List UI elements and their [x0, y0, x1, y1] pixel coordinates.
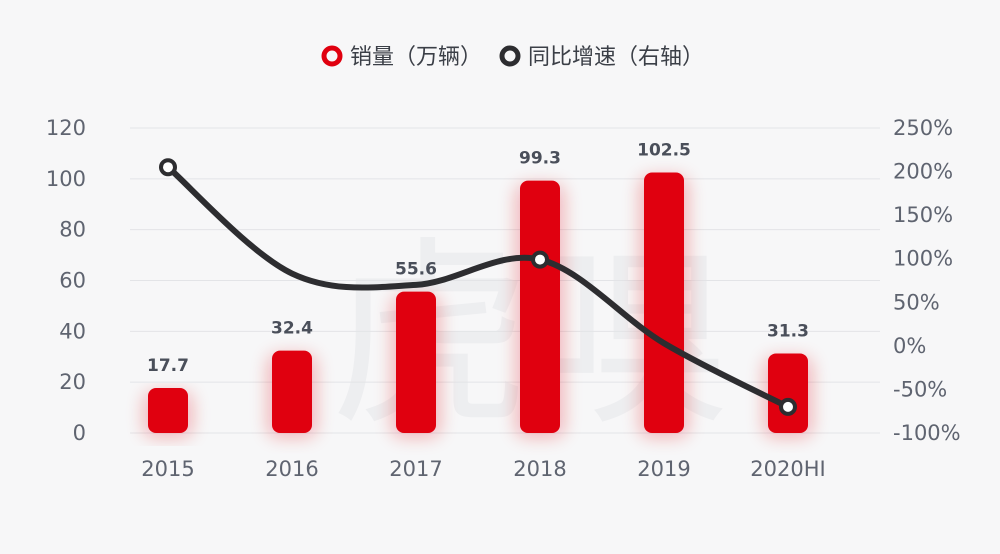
left-tick-label: 100 — [46, 167, 86, 191]
left-tick-label: 60 — [59, 269, 86, 293]
x-tick-label: 2018 — [513, 457, 566, 481]
bar — [396, 291, 436, 433]
line-point — [779, 397, 797, 416]
line-point — [159, 158, 177, 177]
bar-data-label: 32.4 — [271, 319, 313, 339]
bar — [644, 172, 684, 433]
left-axis: 0 20 40 60 80 100 120 — [46, 116, 86, 445]
bar — [520, 180, 560, 433]
right-tick-label: 50% — [893, 290, 940, 314]
legend-line-marker — [499, 45, 521, 67]
right-tick-label: 100% — [893, 247, 953, 271]
right-tick-label: 0% — [893, 334, 926, 358]
left-tick-label: 20 — [59, 370, 86, 394]
right-tick-label: 150% — [893, 203, 953, 227]
bar-data-label: 99.3 — [519, 149, 561, 169]
x-tick-label: 2020HI — [750, 457, 825, 481]
legend-bar-label: 销量（万辆） — [350, 45, 482, 70]
bar-series — [144, 172, 812, 437]
bar — [272, 350, 312, 433]
legend-line-label: 同比增速（右轴） — [528, 45, 704, 70]
x-tick-label: 2016 — [265, 457, 318, 481]
bar — [768, 353, 808, 433]
bar-data-label: 17.7 — [147, 356, 189, 376]
gridlines — [130, 127, 880, 434]
x-tick-label: 2017 — [389, 457, 442, 481]
line-series — [159, 158, 797, 416]
left-tick-label: 80 — [59, 218, 86, 242]
left-tick-label: 120 — [46, 116, 86, 140]
right-tick-label: 200% — [893, 160, 953, 184]
data-labels: 17.7 32.4 55.6 99.3 102.5 31.3 — [147, 140, 809, 376]
legend: 销量（万辆） 同比增速（右轴） — [321, 45, 704, 70]
bar — [148, 388, 188, 433]
right-tick-label: 250% — [893, 116, 953, 140]
right-tick-label: -100% — [893, 421, 961, 445]
bar-data-label: 55.6 — [395, 260, 437, 280]
left-tick-label: 0 — [73, 421, 86, 445]
left-tick-label: 40 — [59, 319, 86, 343]
growth-line — [165, 164, 791, 410]
bar-data-label: 31.3 — [767, 321, 809, 341]
line-point — [531, 250, 549, 269]
right-tick-label: -50% — [893, 377, 947, 401]
x-axis: 2015 2016 2017 2018 2019 2020HI — [141, 457, 825, 481]
right-axis: -100% -50% 0% 50% 100% 150% 200% 250% — [893, 116, 961, 445]
legend-bar-marker — [321, 45, 343, 67]
x-tick-label: 2019 — [637, 457, 690, 481]
bar-data-label: 102.5 — [637, 140, 691, 160]
x-tick-label: 2015 — [141, 457, 194, 481]
